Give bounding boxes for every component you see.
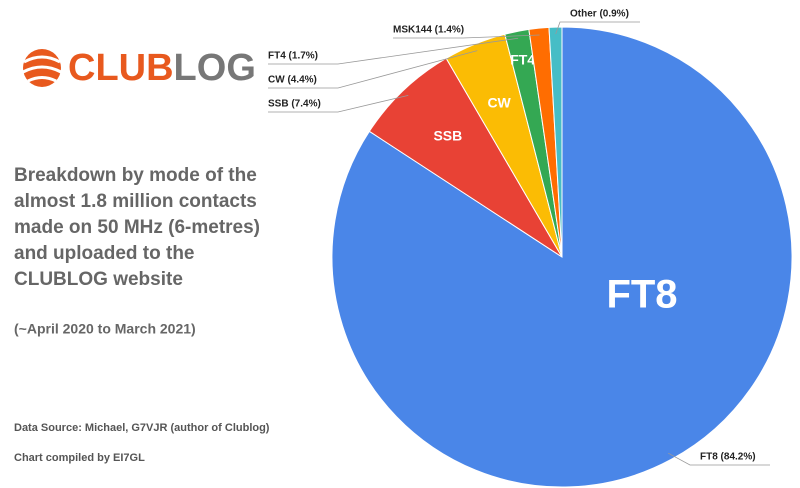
value-label: SSB (7.4%) — [268, 99, 321, 110]
logo: CLUB LOG — [22, 47, 256, 89]
credit: Chart compiled by EI7GL — [14, 452, 145, 464]
description-line: almost 1.8 million contacts — [14, 191, 257, 212]
leader-line — [268, 37, 519, 65]
description-line: CLUBLOG website — [14, 269, 183, 290]
leader-line — [268, 94, 409, 113]
value-label: FT4 (1.7%) — [268, 51, 318, 62]
leader-line — [393, 34, 540, 39]
description-line: Breakdown by mode of the — [14, 165, 257, 186]
value-label: MSK144 (1.4%) — [393, 25, 464, 36]
leader-line — [668, 452, 770, 466]
leader-line — [555, 21, 640, 35]
logo-text: LOG — [174, 47, 256, 89]
leader-line — [268, 50, 478, 89]
value-label: CW (4.4%) — [268, 75, 317, 86]
slice-label: FT4 — [510, 52, 535, 68]
description-line: and uploaded to the — [14, 243, 195, 264]
description-line: made on 50 MHz (6-metres) — [14, 217, 260, 238]
period: (~April 2020 to March 2021) — [14, 321, 196, 337]
value-label: FT8 (84.2%) — [700, 452, 756, 463]
slice-label: SSB — [433, 128, 462, 144]
slice-label: CW — [487, 95, 511, 111]
value-label: Other (0.9%) — [570, 9, 629, 20]
pie-slice — [548, 26, 563, 258]
slice-label: FT8 — [606, 273, 677, 317]
logo-text: CLUB — [68, 47, 174, 89]
source: Data Source: Michael, G7VJR (author of C… — [14, 422, 270, 434]
logo-stripes — [22, 55, 62, 83]
